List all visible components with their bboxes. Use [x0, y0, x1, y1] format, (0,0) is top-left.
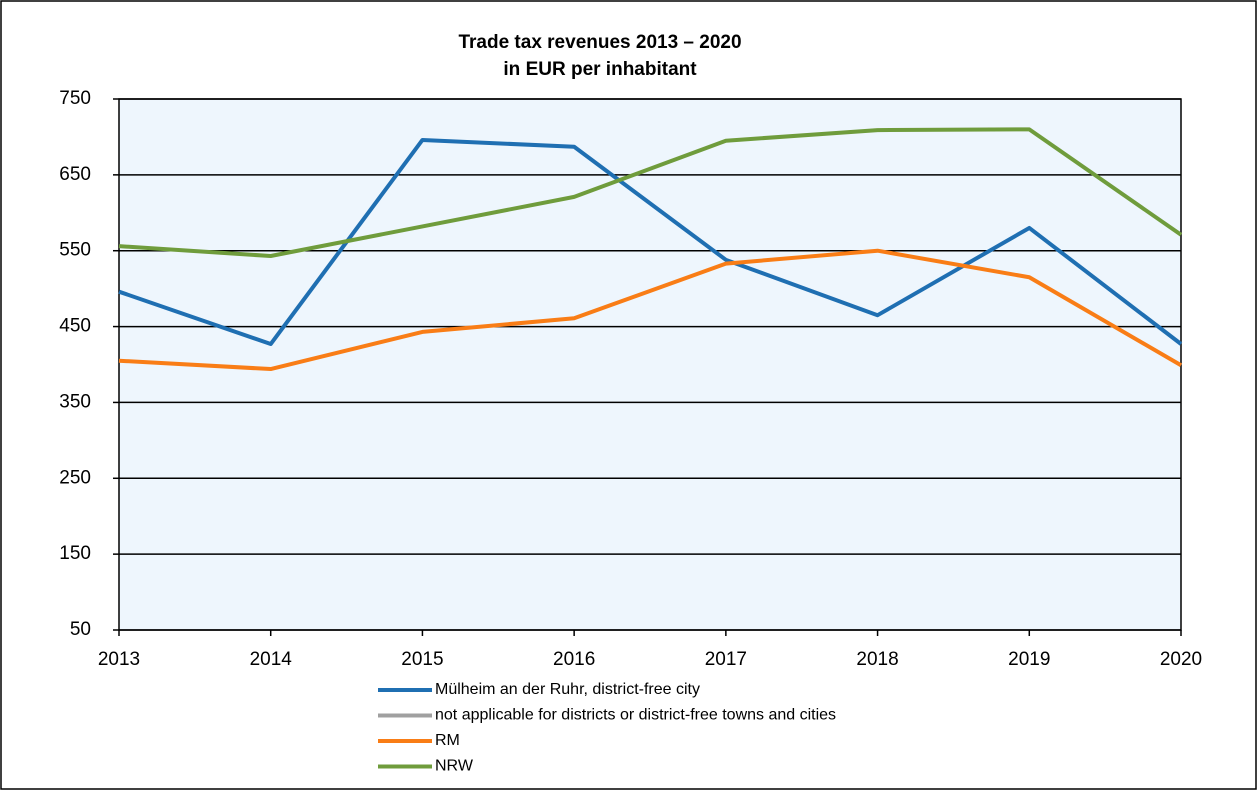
x-tick-label: 2018: [856, 649, 898, 670]
y-tick-label: 650: [59, 164, 91, 185]
x-tick-label: 2013: [98, 649, 140, 670]
y-tick-label: 350: [59, 391, 91, 412]
legend-label: not applicable for districts or district…: [435, 707, 836, 724]
y-tick-label: 450: [59, 316, 91, 337]
series-line: [118, 127, 1183, 259]
x-tick-label: 2015: [401, 649, 443, 670]
y-tick-label: 750: [59, 88, 91, 109]
y-tick-label: 550: [59, 240, 91, 261]
plot-area: [118, 98, 1182, 631]
x-tick-label: 2017: [705, 649, 747, 670]
chart-title: Trade tax revenues 2013 – 2020: [458, 32, 741, 53]
x-tick-label: 2019: [1008, 649, 1050, 670]
y-tick-label: 50: [70, 619, 91, 640]
series-line: [118, 248, 1183, 372]
y-tick-label: 250: [59, 467, 91, 488]
series-line: [118, 137, 1183, 347]
x-tick-label: 2016: [553, 649, 595, 670]
x-tick-label: 2014: [250, 649, 293, 670]
legend-label: RM: [435, 732, 460, 749]
x-tick-label: 2020: [1160, 649, 1202, 670]
y-tick-label: 150: [59, 543, 91, 564]
legend-label: NRW: [435, 758, 474, 775]
chart-subtitle: in EUR per inhabitant: [503, 59, 697, 80]
legend-label: Mülheim an der Ruhr, district-free city: [435, 681, 700, 698]
